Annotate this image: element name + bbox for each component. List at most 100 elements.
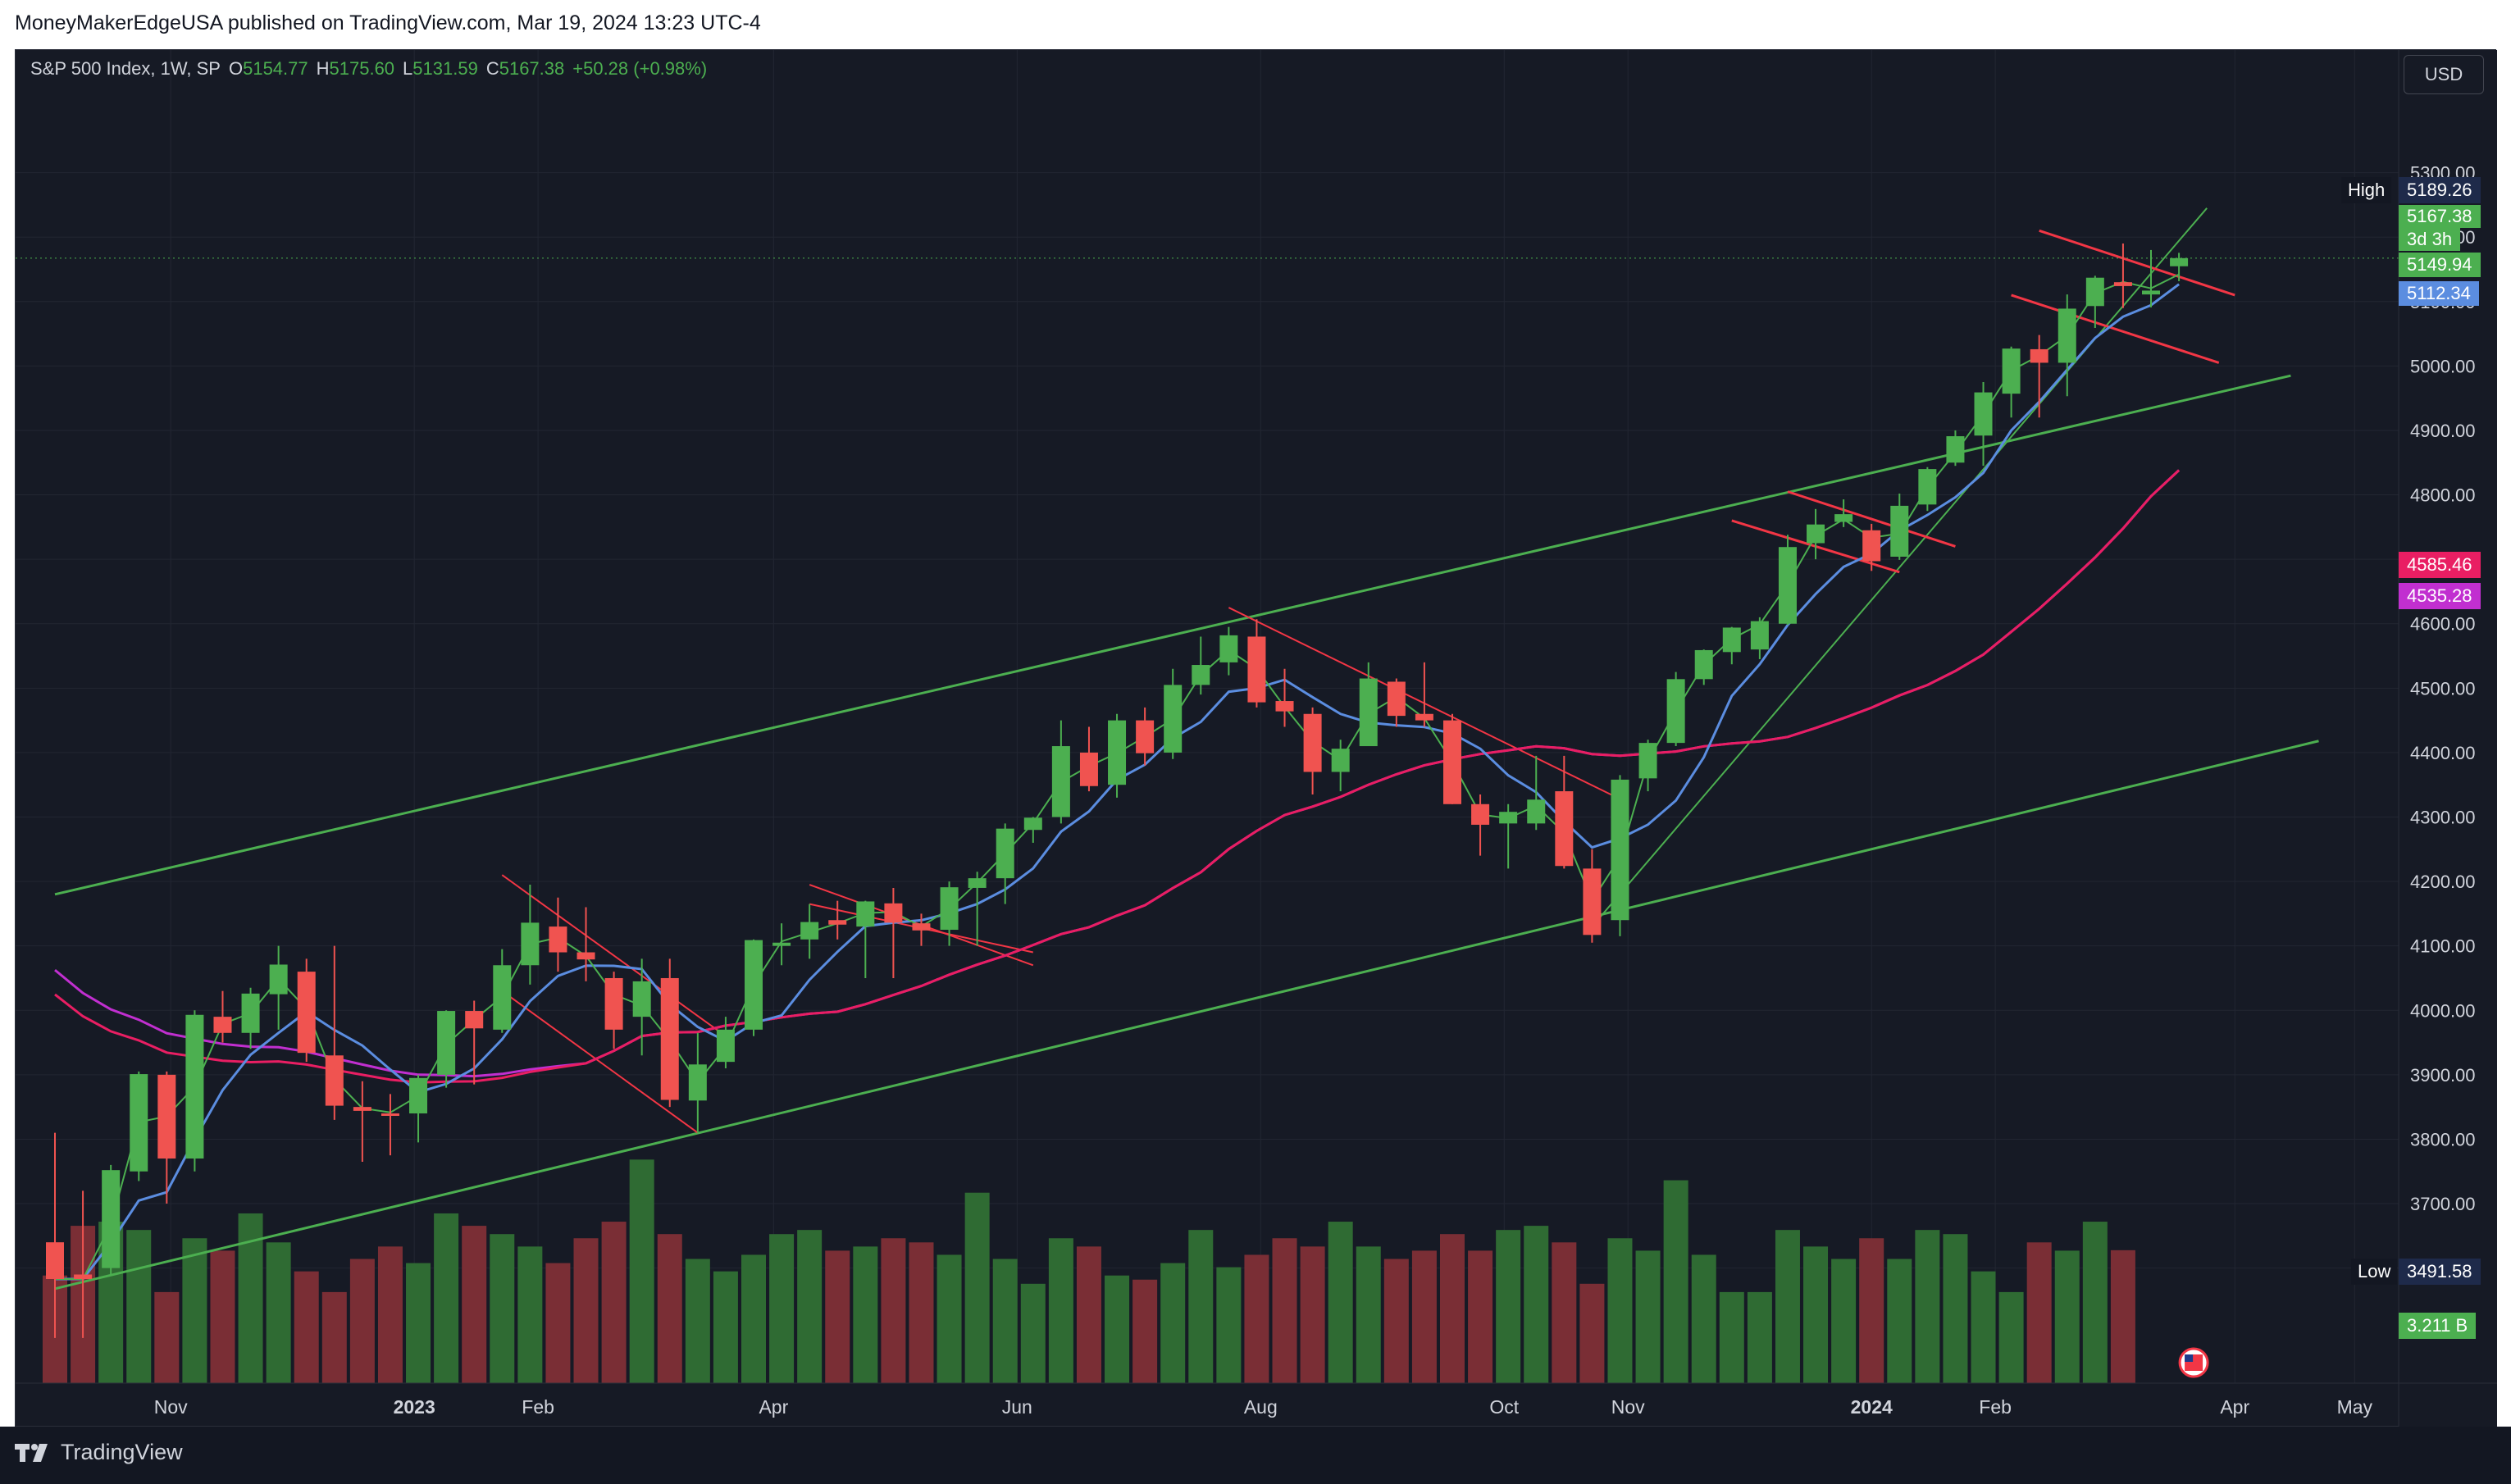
price-tick-label: 4400.00 bbox=[2410, 743, 2476, 763]
tradingview-logo-icon bbox=[15, 1443, 48, 1462]
volume-bar bbox=[210, 1250, 235, 1383]
candle-body bbox=[632, 981, 651, 1017]
volume-bar bbox=[1216, 1267, 1242, 1383]
price-tick-label: 3700.00 bbox=[2410, 1194, 2476, 1214]
support-line-feb bbox=[501, 990, 699, 1134]
volume-bar bbox=[377, 1246, 403, 1383]
price-chart[interactable]: 3600.003700.003800.003900.004000.004100.… bbox=[16, 50, 2497, 1427]
us-flag-canton bbox=[2185, 1354, 2194, 1362]
price-tick-label: 3900.00 bbox=[2410, 1065, 2476, 1086]
volume-bar bbox=[964, 1192, 990, 1383]
candle-body bbox=[604, 977, 623, 1030]
volume-bar bbox=[294, 1271, 319, 1383]
volume-bar bbox=[1943, 1234, 1968, 1383]
volume-bar bbox=[992, 1259, 1018, 1383]
candle-body bbox=[1778, 547, 1797, 624]
volume-bar bbox=[1105, 1275, 1130, 1383]
candle-body bbox=[2170, 257, 2189, 266]
candle-body bbox=[1387, 681, 1406, 717]
volume-bar bbox=[601, 1222, 627, 1383]
price-tick-label: 3800.00 bbox=[2410, 1129, 2476, 1149]
candle-body bbox=[1834, 514, 1853, 522]
volume-bar bbox=[573, 1238, 599, 1383]
candle-body bbox=[1415, 713, 1433, 721]
channel-upper-line bbox=[54, 374, 2291, 896]
last-price-tag: 5167.38 bbox=[2399, 205, 2481, 228]
candle-body bbox=[2085, 277, 2104, 307]
chart-frame[interactable]: 3600.003700.003800.003900.004000.004100.… bbox=[15, 49, 2497, 1427]
time-tick-label: Nov bbox=[154, 1396, 188, 1418]
candle-body bbox=[884, 903, 903, 923]
candle-body bbox=[1471, 803, 1490, 825]
volume-bar bbox=[1440, 1234, 1465, 1383]
volume-bar bbox=[490, 1234, 515, 1383]
time-tick-label: Feb bbox=[1979, 1396, 2012, 1418]
volume-bar bbox=[629, 1159, 654, 1383]
volume-bar bbox=[1160, 1263, 1186, 1383]
volume-bar bbox=[2026, 1242, 2052, 1383]
time-tick-label: Oct bbox=[1489, 1396, 1519, 1418]
flag-line-dec-top bbox=[1787, 490, 1956, 548]
candle-body bbox=[1303, 713, 1322, 772]
candle-body bbox=[1750, 621, 1769, 650]
volume-tag: 3.211 B bbox=[2399, 1313, 2477, 1339]
volume-bar bbox=[1076, 1246, 1101, 1383]
candle-body bbox=[912, 923, 931, 931]
candle-body bbox=[1275, 701, 1294, 712]
volume-bar bbox=[1747, 1291, 1772, 1383]
price-tick-label: 4000.00 bbox=[2410, 1000, 2476, 1021]
volume-bar bbox=[1971, 1271, 1996, 1383]
axes: 3600.003700.003800.003900.004000.004100.… bbox=[16, 50, 2497, 1427]
time-tick-label: Apr bbox=[759, 1396, 788, 1418]
currency-button[interactable]: USD bbox=[2404, 55, 2484, 94]
volume-bar bbox=[1020, 1283, 1046, 1383]
brand-name: TradingView bbox=[61, 1440, 183, 1464]
volume-bar bbox=[909, 1242, 934, 1383]
volume-bar bbox=[797, 1230, 823, 1383]
price-tick-label: 4900.00 bbox=[2410, 421, 2476, 441]
published-text: MoneyMakerEdgeUSA published on TradingVi… bbox=[15, 11, 761, 34]
volume-bar bbox=[1328, 1222, 1353, 1383]
volume-bar bbox=[349, 1259, 375, 1383]
resistance-line-feb bbox=[501, 874, 727, 1037]
legend-symbol: S&P 500 Index, 1W, SP bbox=[30, 58, 221, 79]
candle-body bbox=[297, 972, 316, 1054]
volume-bar bbox=[2054, 1250, 2080, 1383]
price-tick-label: 4600.00 bbox=[2410, 614, 2476, 635]
candle-body bbox=[1247, 636, 1266, 703]
candle-body bbox=[1807, 524, 1825, 544]
candle-body bbox=[772, 942, 791, 946]
candle-body bbox=[157, 1074, 176, 1159]
candle-body bbox=[1192, 665, 1210, 685]
candle-body bbox=[1611, 779, 1629, 921]
legend-low: 5131.59 bbox=[412, 58, 478, 79]
candle-body bbox=[1583, 868, 1602, 935]
volume-bar bbox=[266, 1242, 291, 1383]
tradingview-logo[interactable]: TradingView bbox=[15, 1440, 183, 1465]
legend-open: 5154.77 bbox=[243, 58, 308, 79]
candle-body bbox=[745, 940, 763, 1030]
candle-body bbox=[1918, 469, 1937, 505]
volume-bar bbox=[1579, 1283, 1605, 1383]
volume-bar bbox=[1496, 1230, 1521, 1383]
volume-bar bbox=[1552, 1242, 1577, 1383]
countdown-tag: 3d 3h bbox=[2399, 228, 2461, 251]
volume-bar bbox=[936, 1254, 962, 1383]
candle-body bbox=[1722, 627, 1741, 653]
volume-bar bbox=[462, 1226, 487, 1383]
volume-bar bbox=[1524, 1226, 1549, 1383]
volume-bar bbox=[1691, 1254, 1716, 1383]
price-tick-label: 4800.00 bbox=[2410, 485, 2476, 506]
candle-body bbox=[549, 926, 567, 953]
candle-body bbox=[409, 1077, 428, 1114]
candle-body bbox=[437, 1011, 456, 1075]
volume-bar bbox=[1468, 1250, 1493, 1383]
volume-bar bbox=[1244, 1254, 1269, 1383]
time-tick-label: May bbox=[2337, 1396, 2373, 1418]
high-value-tag: 5189.26 bbox=[2399, 177, 2481, 203]
price-tick-label: 4300.00 bbox=[2410, 808, 2476, 828]
volume-bar bbox=[126, 1230, 152, 1383]
candle-body bbox=[660, 977, 679, 1100]
candle-body bbox=[1694, 649, 1713, 680]
price-tick-label: 5000.00 bbox=[2410, 356, 2476, 376]
